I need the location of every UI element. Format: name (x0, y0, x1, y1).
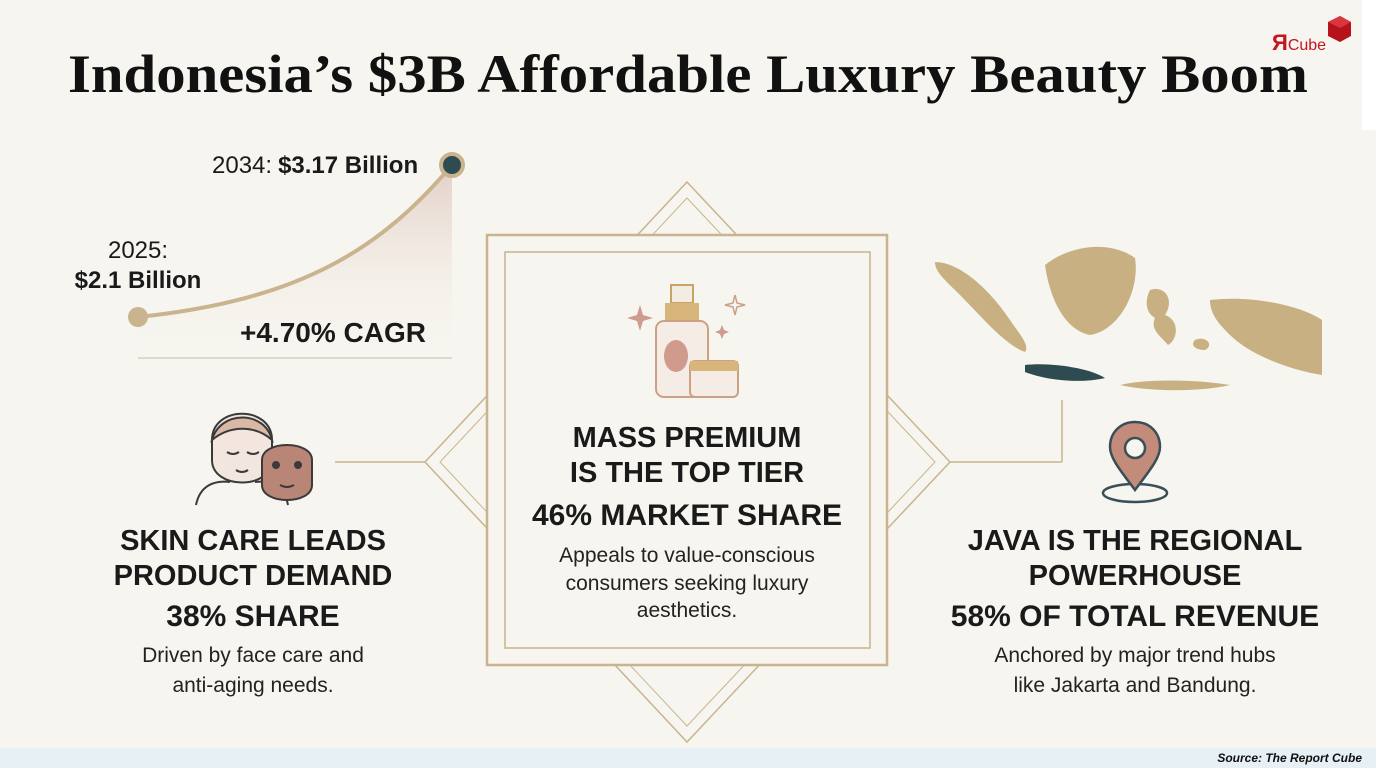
panel-description: anti-aging needs. (172, 674, 333, 697)
edge (1362, 0, 1376, 130)
end-label: 2034: $3.17 Billion (212, 152, 418, 179)
start-year: 2025: (108, 237, 168, 264)
logo-text: ЯCube (1272, 30, 1326, 55)
panel-description: Driven by face care and (142, 644, 364, 667)
panel-description: like Jakarta and Bandung. (1014, 674, 1257, 697)
panel-stat: 38% SHARE (166, 600, 339, 633)
panel-description: consumers seeking luxury (566, 572, 809, 595)
source: Source: The Report Cube (1217, 751, 1362, 765)
panel-heading: MASS PREMIUM (573, 422, 802, 454)
face-icon (195, 412, 313, 506)
title: Indonesia’s $3B Affordable Luxury Beauty… (68, 44, 1308, 104)
panel-heading: JAVA IS THE REGIONAL (968, 525, 1303, 557)
logo: ЯCube (1272, 16, 1351, 55)
panel-stat: 46% MARKET SHARE (532, 499, 842, 532)
panel-heading: IS THE TOP TIER (570, 457, 804, 489)
logo-name: Cube (1288, 37, 1326, 54)
panel-description: Appeals to value-conscious (559, 544, 815, 567)
cosmetics-icon (627, 284, 746, 398)
pin-icon (1101, 420, 1169, 504)
logo-mark: Я (1272, 30, 1288, 55)
map (935, 246, 1322, 391)
panel-description: Anchored by major trend hubs (994, 644, 1275, 667)
panel-heading: PRODUCT DEMAND (114, 560, 393, 592)
panel-description: aesthetics. (637, 599, 737, 622)
cagr: +4.70% CAGR (240, 317, 426, 348)
growth-chart (128, 152, 465, 359)
footer-bar (0, 748, 1376, 768)
panel-stat: 58% OF TOTAL REVENUE (951, 600, 1319, 633)
panel-heading: SKIN CARE LEADS (120, 525, 386, 557)
panel-heading: POWERHOUSE (1029, 560, 1242, 592)
start-value: $2.1 Billion (75, 267, 202, 294)
end-year: 2034: (212, 152, 272, 179)
end-value: $3.17 Billion (278, 152, 418, 179)
